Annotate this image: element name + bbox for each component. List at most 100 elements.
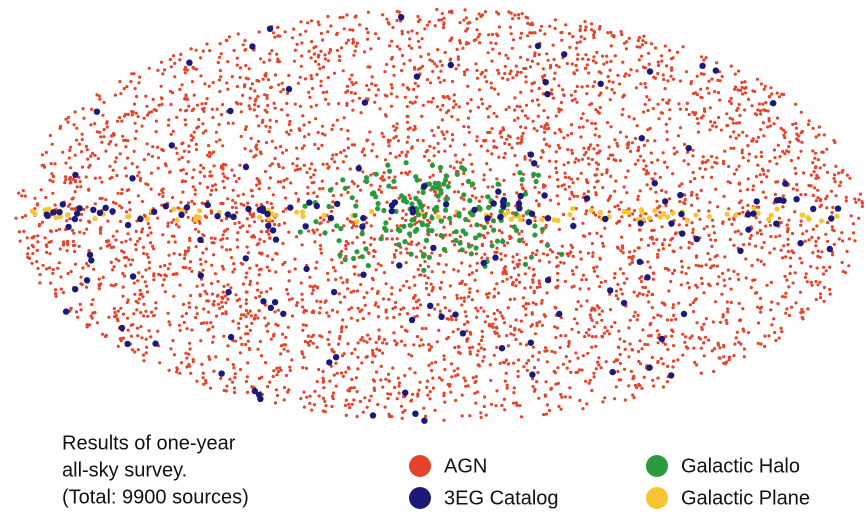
agn-dot [432,146,436,150]
agn-dot [311,288,315,292]
halo-dot [412,228,418,234]
agn-dot [581,112,585,116]
agn-dot [624,175,628,179]
agn-dot [590,121,594,125]
agn-dot [590,388,594,393]
agn-dot [374,370,379,374]
agn-dot [79,212,84,216]
agn-dot [112,245,116,249]
agn-dot [672,359,676,363]
agn-dot [511,281,515,286]
agn-dot [541,183,546,187]
agn-dot [404,154,408,158]
agn-dot [44,150,48,155]
agn-dot [851,231,856,235]
agn-dot [455,47,459,52]
agn-dot [583,20,587,24]
agn-dot [255,281,259,285]
agn-dot [342,352,346,356]
agn-dot [381,297,385,301]
agn-dot [76,315,80,319]
agn-dot [751,278,755,282]
agn-dot [307,90,311,94]
agn-dot [212,164,216,168]
agn-dot [737,69,741,73]
agn-dot [590,241,595,246]
agn-dot [501,316,505,320]
agn-dot [344,41,348,45]
agn-dot [645,95,649,99]
agn-dot [150,110,154,114]
agn-dot [724,318,728,322]
agn-dot [73,179,77,183]
agn-dot [84,285,89,289]
agn-dot [528,158,532,162]
agn-dot [403,343,407,347]
agn-dot [592,375,596,379]
agn-dot [784,255,788,259]
agn-dot [311,285,315,289]
agn-dot [790,305,794,309]
catalog-dot [359,223,366,230]
agn-dot [506,306,510,310]
sky-map [14,7,865,424]
agn-dot [580,368,584,372]
agn-dot [458,21,462,25]
agn-dot [106,239,111,243]
agn-dot [220,264,224,268]
agn-dot [346,342,350,346]
agn-dot [547,408,552,413]
agn-dot [650,306,654,310]
agn-dot [256,288,260,292]
agn-dot [73,262,78,266]
agn-dot [394,343,398,347]
agn-dot [728,237,732,242]
agn-dot [483,75,487,79]
agn-dot [365,37,370,41]
agn-dot [372,379,376,383]
agn-dot [397,384,401,388]
agn-dot [625,277,629,281]
halo-dot [416,199,422,205]
agn-dot [79,185,83,189]
agn-dot [820,250,824,254]
agn-dot [657,333,661,337]
agn-dot [265,96,269,100]
agn-dot [379,378,383,382]
agn-dot [292,27,296,31]
agn-dot [786,227,790,231]
agn-dot [775,180,780,184]
agn-dot [295,157,299,161]
agn-dot [475,353,479,357]
agn-dot [25,236,29,240]
catalog-dot [218,370,225,377]
agn-dot [510,17,515,21]
agn-dot [184,93,188,97]
agn-dot [397,391,401,395]
agn-dot [574,351,578,355]
agn-dot [483,320,487,324]
agn-dot [101,113,105,117]
agn-dot [392,64,396,69]
agn-dot [719,128,723,132]
agn-dot [430,369,434,373]
agn-dot [370,287,374,291]
agn-dot [428,81,433,85]
agn-dot [828,265,832,269]
agn-dot [205,185,210,189]
agn-dot [317,394,321,398]
halo-dot [535,172,542,178]
agn-dot [181,302,186,306]
agn-dot [639,237,643,242]
agn-dot [521,187,525,191]
agn-dot [223,175,227,179]
agn-dot [556,178,560,182]
agn-dot [628,342,632,346]
agn-dot [391,307,395,311]
agn-dot [226,283,230,287]
agn-dot [475,315,479,319]
agn-dot [824,232,828,236]
agn-dot [259,57,263,61]
catalog-dot [531,160,538,167]
agn-dot [769,280,774,284]
